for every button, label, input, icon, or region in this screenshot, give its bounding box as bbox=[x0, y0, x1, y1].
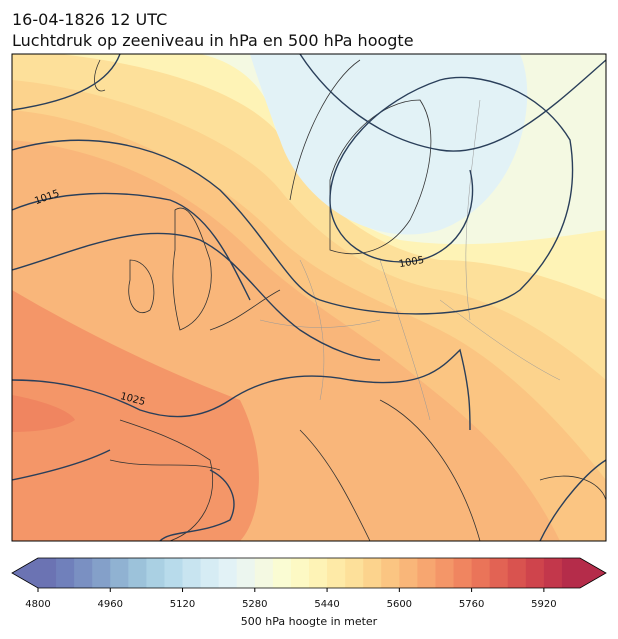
colorbar-bin bbox=[345, 558, 364, 588]
colorbar-bin bbox=[164, 558, 184, 588]
colorbar-bin bbox=[309, 558, 328, 588]
colorbar-bin bbox=[507, 558, 527, 588]
colorbar-tick-label: 5920 bbox=[531, 599, 556, 610]
map: 1015 1025 1005 bbox=[12, 54, 606, 541]
subtitle: Luchtdruk op zeeniveau in hPa en 500 hPa… bbox=[12, 31, 414, 50]
colorbar-tick-label: 5760 bbox=[459, 599, 484, 610]
colorbar-bin bbox=[381, 558, 400, 588]
colorbar-tick-label: 5440 bbox=[314, 599, 339, 610]
colorbar-tick-label: 5600 bbox=[387, 599, 412, 610]
colorbar-bin bbox=[110, 558, 129, 588]
colorbar-bin bbox=[254, 558, 274, 588]
colorbar-bin bbox=[453, 558, 473, 588]
colorbar-bin bbox=[417, 558, 436, 588]
colorbar-bin bbox=[92, 558, 111, 588]
colorbar-tick-label: 5280 bbox=[242, 599, 267, 610]
colorbar-bin bbox=[272, 558, 292, 588]
colorbar-bin bbox=[218, 558, 238, 588]
colorbar-bin bbox=[489, 558, 509, 588]
colorbar-bin bbox=[399, 558, 418, 588]
colorbar-bin bbox=[146, 558, 165, 588]
colorbar-tick-label: 4960 bbox=[98, 599, 123, 610]
colorbar-bin bbox=[182, 558, 202, 588]
colorbar-bin bbox=[561, 558, 581, 588]
colorbar-bin bbox=[363, 558, 382, 588]
contour-label: 1005 bbox=[398, 255, 425, 270]
colorbar-extend-high bbox=[580, 558, 606, 588]
colorbar-bin bbox=[38, 558, 57, 588]
colorbar-tick-label: 5120 bbox=[170, 599, 195, 610]
colorbar-bin bbox=[525, 558, 545, 588]
colorbar-bin bbox=[471, 558, 491, 588]
colorbar-bin bbox=[290, 558, 310, 588]
colorbar-bin bbox=[74, 558, 93, 588]
colorbar: 4800 4960 5120 5280 5440 5600 5760 5920 bbox=[11, 557, 607, 610]
title: 16-04-1826 12 UTC bbox=[12, 10, 167, 29]
colorbar-bin bbox=[435, 558, 455, 588]
colorbar-bin bbox=[327, 558, 346, 588]
colorbar-bin bbox=[236, 558, 256, 588]
map-frame bbox=[11, 53, 607, 542]
colorbar-bin bbox=[128, 558, 147, 588]
colorbar-extend-low bbox=[12, 558, 38, 588]
colorbar-label: 500 hPa hoogte in meter bbox=[241, 615, 378, 628]
colorbar-bin bbox=[56, 558, 75, 588]
colorbar-outline bbox=[11, 557, 607, 589]
colorbar-bin bbox=[200, 558, 220, 588]
colorbar-bin bbox=[543, 558, 563, 588]
colorbar-tick-label: 4800 bbox=[25, 599, 50, 610]
